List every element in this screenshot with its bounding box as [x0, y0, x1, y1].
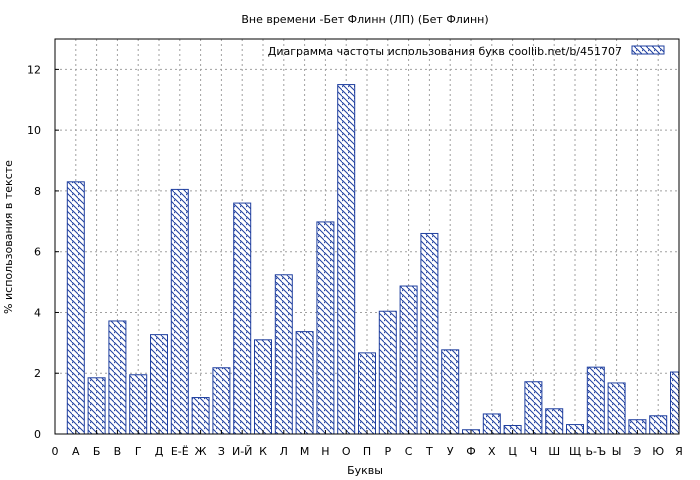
x-tick-label: О — [342, 445, 351, 458]
x-tick-label: Ч — [530, 445, 538, 458]
chart-title: Вне времени -Бет Флинн (ЛП) (Бет Флинн) — [241, 13, 488, 26]
x-tick-label: Х — [488, 445, 496, 458]
x-tick-label: Т — [425, 445, 433, 458]
axes — [54, 38, 680, 435]
bar-Р — [378, 310, 397, 435]
x-tick-label: А — [72, 445, 80, 458]
bar-Д — [150, 334, 168, 435]
y-axis-label: % использования в тексте — [2, 160, 15, 314]
y-tick-label: 8 — [34, 185, 41, 198]
x-tick-label: Ь-Ъ — [585, 445, 606, 458]
y-tick-label: 4 — [34, 306, 41, 319]
bar-Н — [316, 221, 335, 435]
x-tick-label: Д — [155, 445, 164, 458]
bar-М — [295, 331, 314, 435]
x-tick-label: И-Й — [232, 445, 252, 458]
bar-З — [212, 367, 231, 435]
bar-Ы — [607, 382, 626, 435]
bar-Ч — [524, 381, 543, 435]
x-tick-label: Б — [93, 445, 101, 458]
legend-label: Диаграмма частоты использования букв coo… — [268, 45, 622, 58]
x-tick-label: М — [300, 445, 310, 458]
bar-Ж — [191, 397, 210, 435]
y-tick-label: 12 — [27, 63, 41, 76]
x-tick-label: 0 — [52, 445, 59, 458]
y-tick-label: 0 — [34, 428, 41, 441]
bar-В — [108, 320, 127, 435]
x-tick-label: Г — [135, 445, 142, 458]
x-tick-label: К — [259, 445, 267, 458]
bar-Я — [670, 371, 680, 435]
legend-swatch — [631, 45, 665, 55]
bar-П — [358, 352, 376, 435]
x-tick-label: Ц — [508, 445, 517, 458]
y-tick-label: 2 — [34, 367, 41, 380]
x-tick-label: Р — [384, 445, 391, 458]
y-tick-label: 6 — [34, 246, 41, 259]
bar-Ь-Ъ — [586, 366, 605, 435]
x-tick-label: Ю — [652, 445, 664, 458]
y-tick-label: 10 — [27, 124, 41, 137]
bar-К — [254, 339, 272, 435]
x-tick-label: Ы — [612, 445, 622, 458]
x-tick-label: Е-Ё — [171, 445, 189, 458]
bar-Б — [87, 377, 106, 435]
bar-И-Й — [233, 202, 252, 435]
x-tick-label: Ф — [466, 445, 475, 458]
x-tick-label: П — [363, 445, 371, 458]
grid — [55, 39, 679, 434]
x-tick-label: Э — [634, 445, 642, 458]
bar-Т — [420, 232, 439, 435]
x-tick-label: Ж — [195, 445, 207, 458]
bar-Л — [274, 274, 293, 435]
bar-А — [66, 181, 85, 435]
bar-О — [337, 84, 356, 435]
x-axis-label: Буквы — [347, 464, 383, 477]
bar-С — [399, 285, 418, 435]
bar-У — [441, 349, 460, 435]
x-tick-label: Н — [321, 445, 329, 458]
x-tick-label: Л — [280, 445, 288, 458]
x-tick-label: У — [447, 445, 454, 458]
legend: Диаграмма частоты использования букв coo… — [268, 45, 665, 58]
bars — [66, 84, 680, 435]
x-tick-label: З — [218, 445, 225, 458]
x-tick-label: Щ — [569, 445, 581, 458]
x-tick-label: Ш — [548, 445, 560, 458]
x-tick-label: С — [405, 445, 413, 458]
x-tick-label: В — [114, 445, 122, 458]
bar-Е-Ё — [170, 188, 189, 435]
x-tick-label: Я — [675, 445, 683, 458]
bar-Г — [129, 374, 148, 435]
